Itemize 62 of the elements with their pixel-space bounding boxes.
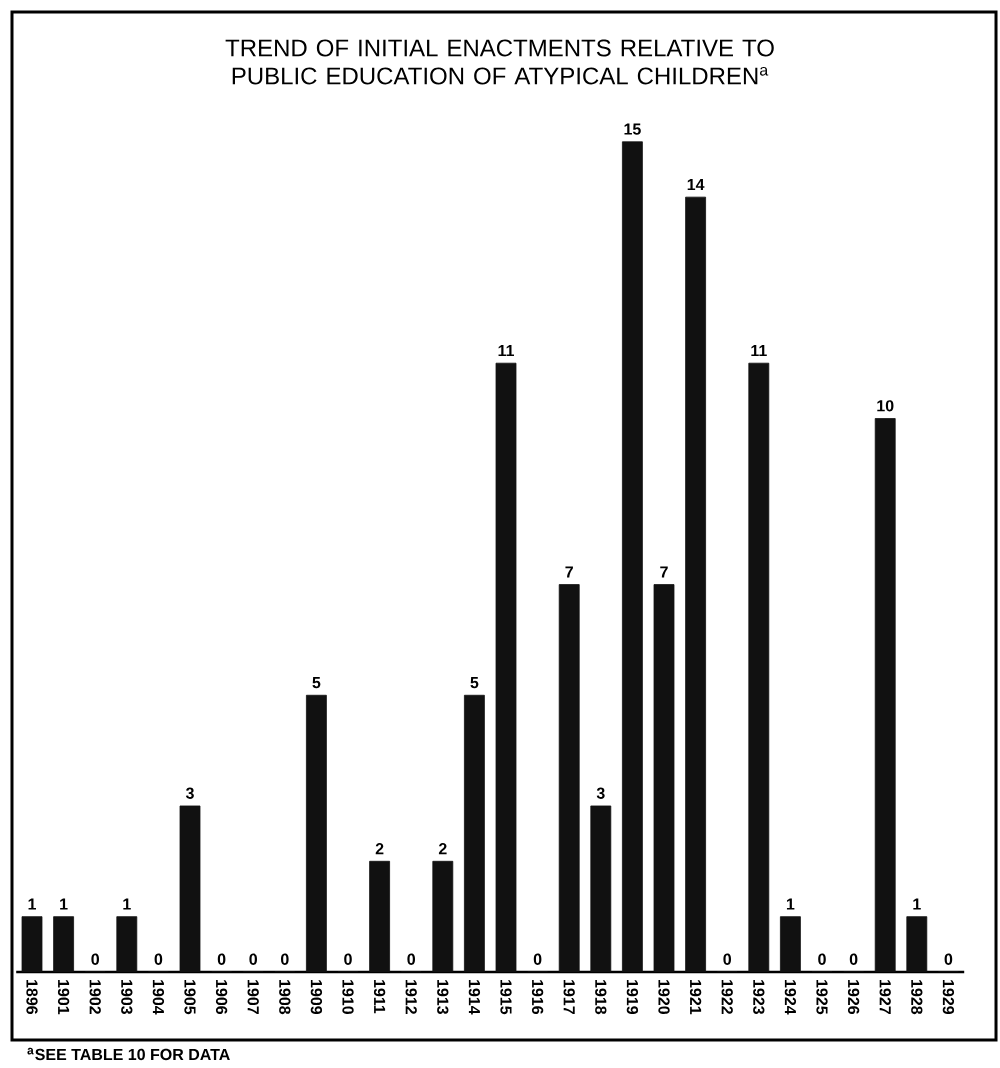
data-label: 0 bbox=[280, 953, 289, 965]
data-label: 0 bbox=[849, 953, 858, 965]
x-tick-label: 1915 bbox=[500, 980, 512, 1015]
x-tick-label: 1920 bbox=[658, 980, 670, 1014]
x-tick-label: 1910 bbox=[342, 980, 354, 1014]
data-label: 7 bbox=[565, 566, 573, 578]
data-label: 2 bbox=[375, 843, 384, 855]
chart-title: TREND OF INITIAL ENACTMENTS RELATIVE TO PUBLIC EDUCATION OF ATYPICAL CHILDREN$^{a}$ bbox=[225, 39, 774, 85]
data-label: 1 bbox=[28, 898, 36, 910]
x-tick-label: 1896 bbox=[26, 980, 38, 1015]
data-label: 1 bbox=[913, 898, 921, 910]
x-tick-label: 1907 bbox=[247, 980, 259, 1014]
x-tick-label: 1906 bbox=[215, 980, 228, 1015]
data-label: 0 bbox=[91, 953, 99, 965]
data-label: 5 bbox=[312, 677, 321, 689]
data-label: 7 bbox=[660, 566, 668, 578]
x-tick-label: 1903 bbox=[121, 980, 133, 1015]
x-tick-label: 1926 bbox=[847, 980, 860, 1015]
x-tick-label: 1927 bbox=[879, 980, 891, 1014]
data-label: 1 bbox=[123, 898, 131, 910]
data-label: 0 bbox=[154, 953, 163, 965]
x-tick-label: 1901 bbox=[57, 980, 70, 1015]
data-label: 11 bbox=[751, 345, 767, 357]
x-tick-label: 1908 bbox=[279, 980, 291, 1015]
data-label: 0 bbox=[344, 953, 352, 965]
x-tick-label: 1929 bbox=[942, 980, 955, 1015]
data-label: 0 bbox=[217, 953, 226, 965]
data-label: 1 bbox=[60, 898, 68, 910]
data-label: 14 bbox=[687, 179, 705, 191]
x-tick-label: 1904 bbox=[152, 980, 165, 1015]
data-label: 0 bbox=[723, 953, 732, 965]
x-tick-label: 1916 bbox=[531, 980, 544, 1015]
data-label: 0 bbox=[818, 953, 826, 965]
data-label: 3 bbox=[185, 787, 194, 799]
data-label: 0 bbox=[249, 953, 257, 965]
x-tick-label: 1905 bbox=[184, 980, 196, 1015]
data-label: 2 bbox=[438, 843, 447, 855]
data-label: 3 bbox=[596, 787, 605, 799]
x-tick-label: 1913 bbox=[437, 980, 449, 1015]
data-label: 15 bbox=[624, 123, 641, 135]
x-tick-label: 1925 bbox=[816, 980, 828, 1015]
x-tick-label: 1914 bbox=[468, 980, 481, 1015]
x-tick-label: 1917 bbox=[563, 980, 575, 1014]
x-tick-label: 1918 bbox=[595, 980, 607, 1015]
data-label: 11 bbox=[498, 345, 514, 357]
x-tick-label: 1912 bbox=[405, 980, 417, 1014]
x-tick-label: 1919 bbox=[626, 980, 639, 1015]
x-tick-label: 1911 bbox=[373, 980, 386, 1014]
data-label: 0 bbox=[944, 953, 953, 965]
x-tick-label: 1928 bbox=[911, 980, 923, 1015]
text: $^{a}$SEE TABLE 10 FOR DATA bbox=[27, 1047, 230, 1061]
x-tick-label: 1909 bbox=[310, 980, 323, 1015]
data-label: 0 bbox=[407, 953, 415, 965]
x-tick-label: 1923 bbox=[753, 980, 765, 1015]
data-label: 0 bbox=[533, 953, 542, 965]
data-label: 1 bbox=[786, 898, 795, 910]
x-tick-label: 1902 bbox=[89, 980, 101, 1014]
x-tick-label: 1921 bbox=[689, 980, 702, 1015]
x-tick-label: 1924 bbox=[784, 980, 797, 1015]
data-label: 10 bbox=[877, 400, 894, 412]
data-label: 5 bbox=[470, 677, 479, 689]
x-tick-label: 1922 bbox=[721, 980, 733, 1014]
